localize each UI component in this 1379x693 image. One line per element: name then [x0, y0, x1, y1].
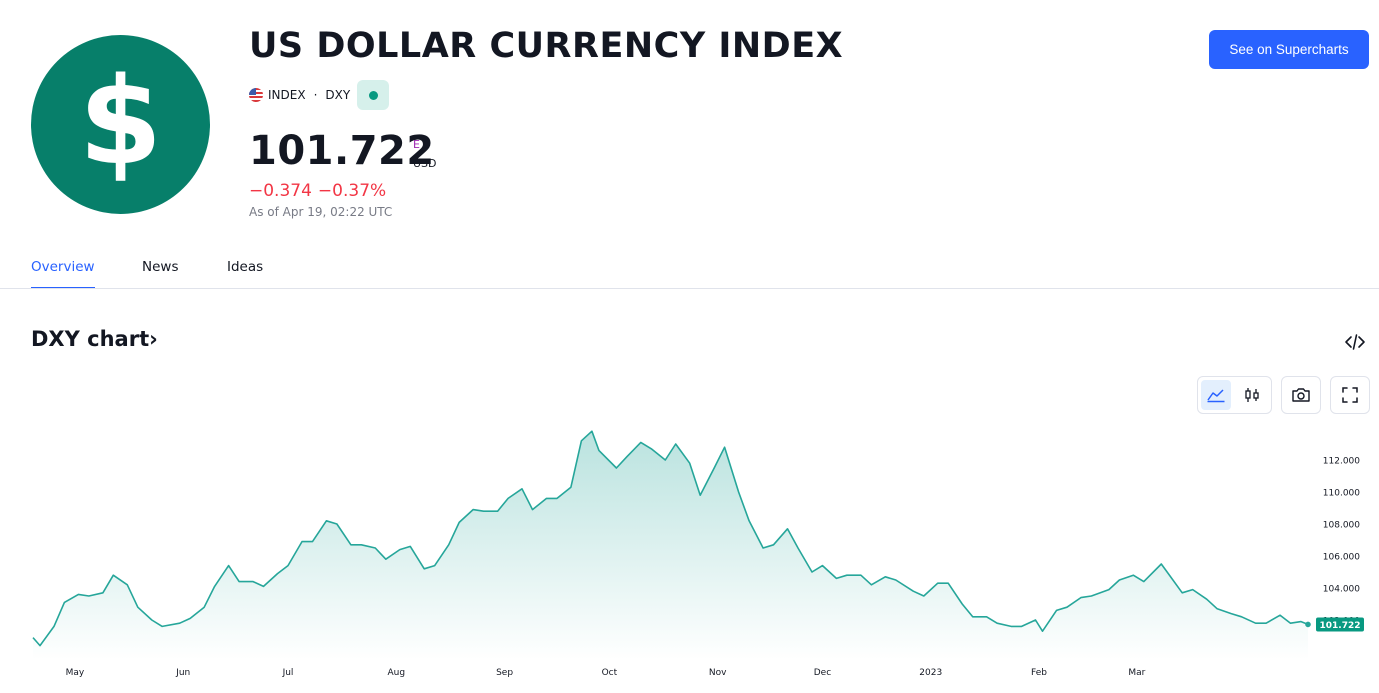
chart-section-title[interactable]: DXY chart›: [31, 327, 158, 351]
fullscreen-button[interactable]: [1330, 376, 1370, 414]
code-embed-icon[interactable]: [1343, 331, 1367, 353]
chevron-right-icon: ›: [149, 327, 158, 351]
tab-news[interactable]: News: [142, 259, 179, 275]
meta-separator: ·: [313, 88, 318, 102]
y-axis-tick-label: 104.000: [1323, 585, 1360, 595]
price-area-fill: [33, 431, 1308, 660]
us-flag-icon: [249, 88, 263, 102]
symbol-meta: INDEX · DXY: [249, 80, 390, 110]
tab-overview[interactable]: Overview: [31, 259, 95, 289]
change-value: −0.374: [249, 181, 312, 201]
price-change: −0.374 −0.37%: [249, 181, 386, 201]
y-axis-tick-label: 108.000: [1323, 521, 1360, 531]
price-series-line: [32, 430, 1309, 647]
y-axis-tick-label: 110.000: [1323, 489, 1360, 499]
y-axis-tick-label: 112.000: [1323, 457, 1360, 467]
price-currency: USD: [413, 157, 437, 170]
x-axis-tick-label: Nov: [709, 668, 727, 678]
x-axis-tick-label: Feb: [1031, 668, 1047, 678]
candlestick-chart-icon: [1245, 388, 1259, 402]
price-flag[interactable]: E: [413, 138, 420, 151]
x-axis-tick-label: Sep: [496, 668, 513, 678]
market-status-badge[interactable]: [357, 80, 390, 110]
page-title: US DOLLAR CURRENCY INDEX: [249, 26, 844, 66]
x-axis-tick-label: Dec: [814, 668, 831, 678]
x-axis-tick-label: Mar: [1128, 668, 1145, 678]
dxy-logo: $: [31, 35, 210, 214]
y-axis-tick-label: 106.000: [1323, 553, 1360, 563]
x-axis-tick-label: Jul: [282, 668, 294, 678]
see-on-supercharts-button[interactable]: See on Supercharts: [1209, 30, 1369, 69]
x-axis-tick-label: Jun: [175, 668, 190, 678]
tabs-divider: [0, 288, 1379, 289]
ticker-label: DXY: [325, 88, 351, 102]
x-axis-tick-label: Aug: [387, 668, 405, 678]
dxy-price-chart[interactable]: 112.000110.000108.000106.000104.000102.0…: [0, 420, 1379, 693]
exchange-label[interactable]: INDEX: [268, 88, 306, 102]
area-chart-button[interactable]: [1201, 380, 1231, 410]
camera-icon: [1292, 388, 1310, 402]
candlestick-chart-button[interactable]: [1237, 380, 1267, 410]
change-percent: −0.37%: [317, 181, 387, 201]
market-status-dot-icon: [368, 90, 378, 100]
last-price-badge: [1316, 617, 1364, 632]
quote-timestamp: As of Apr 19, 02:22 UTC: [249, 205, 393, 219]
last-price-marker: [1305, 621, 1311, 628]
last-price: 101.722: [249, 128, 435, 174]
x-axis-tick-label: 2023: [919, 668, 942, 678]
x-axis-tick-label: Oct: [602, 668, 618, 678]
x-axis-tick-label: May: [66, 668, 85, 678]
chart-style-toggle: [1197, 376, 1272, 414]
area-chart-icon: [1207, 389, 1225, 403]
tab-ideas[interactable]: Ideas: [227, 259, 264, 275]
fullscreen-icon: [1342, 387, 1358, 403]
last-price-label: 101.722: [1320, 621, 1361, 631]
snapshot-button[interactable]: [1281, 376, 1321, 414]
dollar-sign-icon: $: [78, 52, 163, 192]
chart-section-title-text: DXY chart: [31, 327, 150, 351]
